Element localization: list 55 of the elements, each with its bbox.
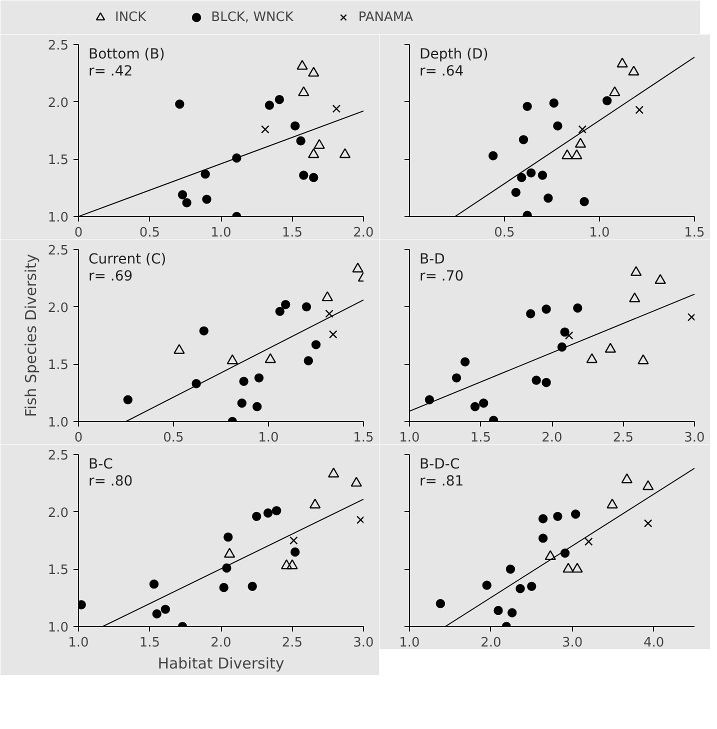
- y-tick-label: 2.0: [48, 300, 69, 316]
- y-tick-label: 2.5: [48, 448, 69, 464]
- legend-label: INCK: [115, 10, 146, 24]
- x-tick-label: 0.5: [494, 226, 515, 240]
- y-axis-title: Fish Species Diversity: [22, 254, 40, 418]
- x-tick-label: 1.0: [399, 430, 420, 446]
- x-tick-label: 2.5: [282, 636, 303, 650]
- x-tick-label: 1.0: [399, 636, 420, 650]
- x-tick-label: 1.5: [282, 226, 303, 240]
- x-tick-label: 2.0: [542, 430, 562, 446]
- annotation: r= .42: [88, 64, 133, 80]
- y-tick-label: 1.5: [48, 358, 69, 374]
- x-tick-label: 2.0: [480, 636, 502, 650]
- x-tick-label: 2.0: [210, 636, 232, 650]
- annotation: r= .81: [420, 474, 464, 490]
- x-tick-label: 2.0: [353, 226, 374, 240]
- x-tick-label: 1.5: [139, 636, 160, 650]
- y-tick-label: 2.5: [48, 38, 69, 54]
- x-tick-label: 3.0: [562, 636, 583, 650]
- y-tick-label: 1.5: [48, 153, 69, 168]
- y-tick-label: 1.5: [48, 563, 69, 578]
- x-tick-label: 3.0: [353, 636, 374, 650]
- x-tick-label: 1.0: [589, 226, 610, 240]
- x-tick-label: 0: [74, 226, 83, 240]
- x-tick-label: 3.0: [684, 430, 705, 446]
- x-tick-label: 1.5: [470, 430, 492, 446]
- y-tick-label: 1.0: [48, 210, 69, 226]
- annotation: r= .70: [420, 268, 464, 284]
- x-tick-label: 1.0: [210, 226, 232, 240]
- annotation: r= .64: [420, 64, 464, 80]
- x-tick-label: 1.0: [258, 430, 279, 446]
- annotation: Bottom (B): [88, 46, 165, 62]
- annotation: B-D: [420, 252, 445, 268]
- legend-label: PANAMA: [358, 10, 414, 24]
- x-tick-label: 1.5: [684, 226, 705, 240]
- y-tick-label: 1.0: [48, 416, 69, 430]
- annotation: r= .80: [88, 474, 133, 490]
- x-tick-label: 4.0: [643, 636, 664, 650]
- legend-label: BLCK, WNCK: [211, 10, 294, 24]
- x-tick-label: 2.5: [612, 430, 634, 446]
- annotation: Current (C): [88, 252, 166, 268]
- y-tick-label: 2.5: [48, 244, 69, 258]
- x-tick-label: 1.5: [353, 430, 374, 446]
- y-tick-label: 2.0: [48, 96, 69, 111]
- annotation: r= .69: [88, 268, 133, 284]
- x-tick-label: 0: [74, 430, 83, 446]
- y-tick-label: 1.0: [48, 620, 69, 636]
- annotation: B-C: [88, 456, 114, 472]
- x-tick-label: 0.5: [163, 430, 184, 446]
- x-axis-title: Habitat Diversity: [158, 654, 284, 672]
- annotation: B-D-C: [420, 456, 460, 472]
- y-tick-label: 2.0: [48, 506, 69, 521]
- x-tick-label: 1.0: [68, 636, 89, 650]
- annotation: Depth (D): [420, 46, 488, 62]
- x-tick-label: 0.5: [139, 226, 160, 240]
